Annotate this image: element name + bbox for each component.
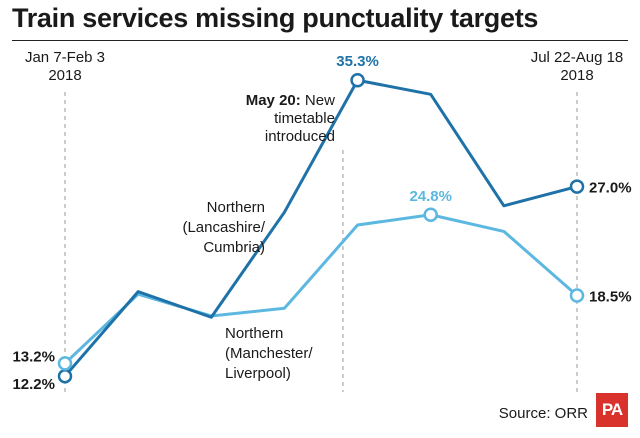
data-label: 13.2% [12, 348, 55, 365]
data-label: 12.2% [12, 376, 55, 393]
event-label: May 20: New [246, 92, 335, 109]
series-label-manchester: Liverpool) [225, 365, 291, 382]
data-point-marker [57, 368, 73, 384]
data-point-marker [57, 356, 73, 371]
period-year-label: 2018 [48, 67, 81, 84]
series-label-manchester: (Manchester/ [225, 345, 313, 362]
data-point-marker [569, 288, 585, 303]
data-label: 27.0% [589, 180, 632, 197]
series-line-manchester [63, 213, 579, 365]
data-point-marker [569, 179, 585, 194]
series-line-lancashire [63, 78, 579, 378]
pa-logo: PA [596, 393, 628, 427]
period-label: Jan 7-Feb 3 [25, 49, 105, 66]
event-label-line2: timetable [274, 110, 335, 127]
data-label: 18.5% [589, 288, 632, 305]
series-label-manchester: Northern [225, 325, 283, 342]
series-label-lancashire: (Lancashire/ [182, 219, 265, 236]
data-point-marker [423, 207, 438, 222]
period-label: Jul 22-Aug 18 [531, 49, 624, 66]
data-label: 24.8% [409, 188, 452, 205]
series-label-lancashire: Northern [207, 199, 265, 216]
series-label-lancashire: Cumbria) [203, 239, 265, 256]
period-year-label: 2018 [560, 67, 593, 84]
data-point-marker [350, 72, 365, 88]
title-rule [12, 40, 628, 41]
data-label: 35.3% [336, 53, 379, 70]
chart-title: Train services missing punctuality targe… [12, 3, 539, 33]
event-label-line3: introduced [265, 128, 335, 145]
source-note: Source: ORR [498, 405, 588, 422]
